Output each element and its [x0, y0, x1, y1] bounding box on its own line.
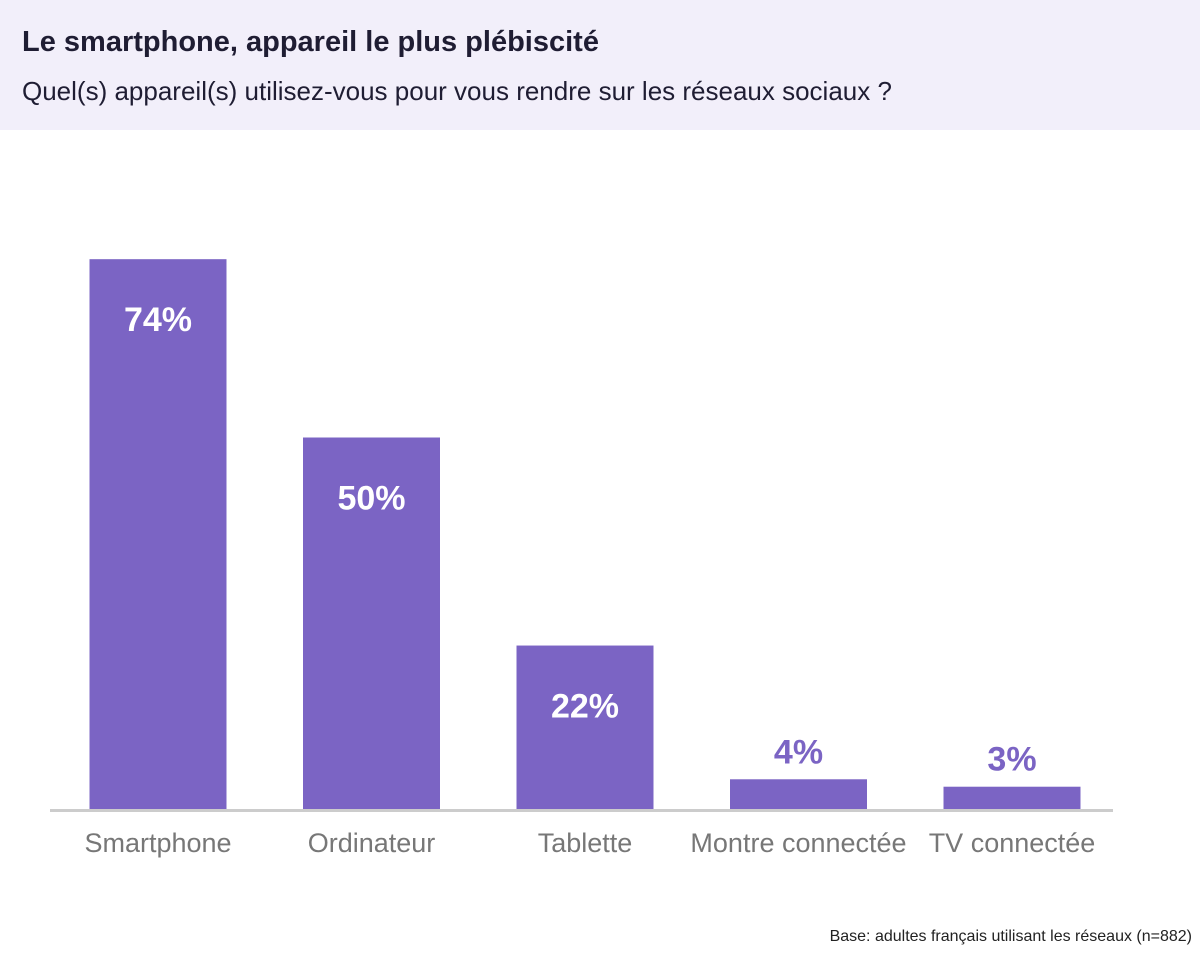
bar-5 [943, 786, 1081, 809]
bar-3 [516, 645, 654, 809]
bar-2 [303, 437, 440, 809]
category-label-5: TV connectée [929, 828, 1096, 858]
chart-subtitle: Quel(s) appareil(s) utilisez-vous pour v… [22, 76, 892, 106]
category-label-4: Montre connectée [690, 828, 906, 858]
value-label-4: 4% [774, 733, 823, 771]
bar-4 [730, 779, 867, 809]
category-label-1: Smartphone [84, 828, 231, 858]
value-label-3: 22% [551, 688, 619, 726]
bar-1 [89, 259, 227, 809]
source-note: Base: adultes français utilisant les rés… [829, 928, 1192, 945]
value-label-2: 50% [337, 480, 405, 518]
value-label-5: 3% [987, 741, 1036, 779]
value-label-1: 74% [124, 301, 192, 339]
category-label-2: Ordinateur [308, 828, 436, 858]
chart-title: Le smartphone, appareil le plus plébisci… [22, 26, 599, 58]
category-label-3: Tablette [538, 828, 633, 858]
chart-header: Le smartphone, appareil le plus plébisci… [0, 0, 1200, 130]
